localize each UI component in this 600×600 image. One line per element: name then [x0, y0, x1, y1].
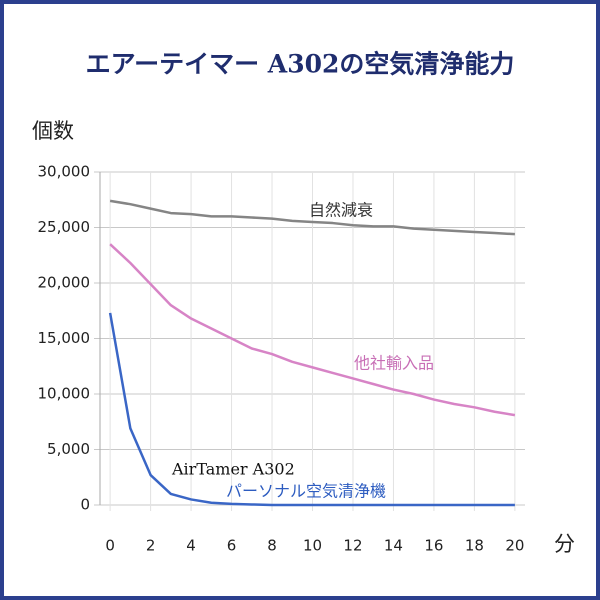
series-line — [109, 199, 515, 236]
x-tick-label: 20 — [505, 537, 524, 555]
y-tick-label: 0 — [80, 496, 90, 514]
x-tick-label: 4 — [186, 537, 196, 555]
y-axis-label: 個数 — [32, 119, 74, 143]
series-line — [109, 243, 516, 417]
chart-title: エアーテイマー A302の空気清浄能力 — [86, 50, 515, 79]
x-tick-label: 0 — [105, 537, 115, 555]
y-tick-label: 25,000 — [38, 218, 91, 236]
series-label: AirTamer A302 — [171, 460, 295, 479]
x-tick-label: 18 — [465, 537, 484, 555]
x-tick-label: 16 — [424, 537, 443, 555]
x-tick-label: 12 — [343, 537, 362, 555]
y-tick-label: 20,000 — [38, 274, 91, 292]
y-tick-label: 30,000 — [38, 163, 91, 181]
series-label: 他社輸入品 — [354, 354, 434, 373]
x-tick-label: 14 — [384, 537, 403, 555]
x-tick-label: 2 — [146, 537, 156, 555]
x-tick-label: 10 — [303, 537, 322, 555]
series-label: 自然減衰 — [309, 201, 373, 220]
y-tick-label: 15,000 — [38, 329, 91, 347]
y-tick-label: 5,000 — [47, 440, 90, 458]
y-tick-label: 10,000 — [38, 385, 91, 403]
x-tick-label: 8 — [267, 537, 277, 555]
annotation: パーソナル空気清浄機 — [226, 482, 386, 501]
chart: エアーテイマー A302の空気清浄能力 個数 分 0 5,000 10,000 15,… — [32, 50, 575, 557]
series-line — [108, 312, 515, 507]
x-tick-label: 6 — [227, 537, 237, 555]
x-axis-label: 分 — [554, 532, 575, 556]
